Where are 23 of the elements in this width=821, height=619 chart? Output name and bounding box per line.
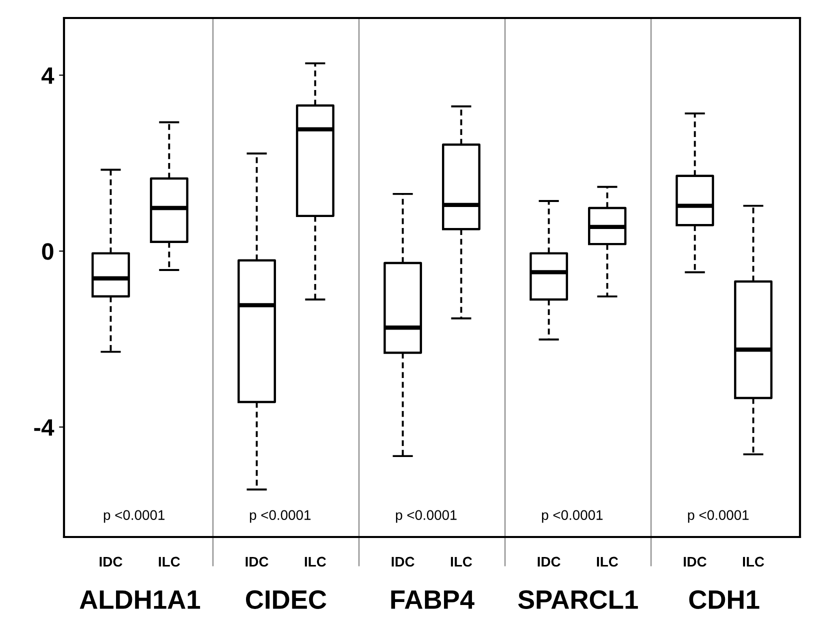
x-tick-label: IDC [392,556,414,567]
x-tick-label: ILC [743,556,764,567]
text: CIDEC [246,590,326,609]
x-tick-label: IDC [684,556,706,567]
x-tick-label: IDC [246,556,268,567]
y-tick-label: -4 [34,419,54,436]
x-tick-label: IDC [538,556,560,567]
text: ALDH1A1 [80,590,200,609]
x-tick-label: ILC [450,556,472,567]
x-tick-label: ILC [158,556,180,567]
annotation: p <0.0001 [396,510,457,523]
annotation: p <0.0001 [688,510,749,523]
x-tick-label: ILC [304,556,326,567]
annotation: p <0.0001 [104,510,165,523]
x-tick-label: IDC [100,556,122,567]
text: CDH1 [689,590,760,609]
text: SPARCL1 [518,590,638,609]
annotation: p <0.0001 [542,510,603,523]
y-tick-label: 4 [42,67,54,84]
text: FABP4 [391,590,474,609]
y-tick-label: 0 [42,243,54,260]
annotation: p <0.0001 [250,510,311,523]
x-tick-label: ILC [596,556,618,567]
